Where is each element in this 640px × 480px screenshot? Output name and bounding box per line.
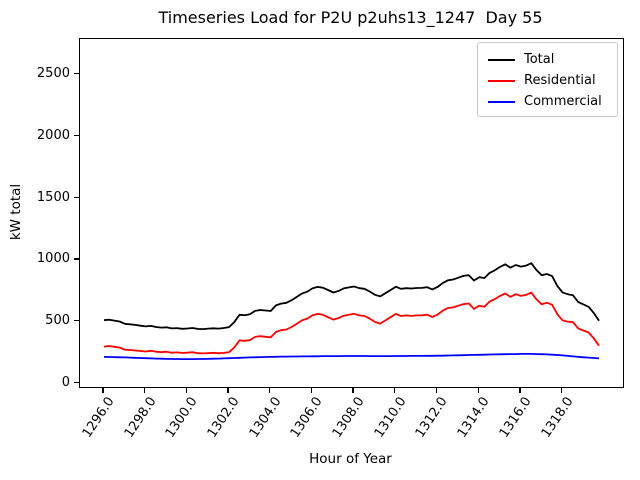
- x-tick-mark: [185, 387, 187, 393]
- y-tick-mark: [74, 73, 79, 75]
- curve-commercial: [103, 352, 600, 361]
- x-tick-label: 1300.0: [163, 394, 201, 441]
- y-tick-label: 1500: [36, 189, 70, 205]
- legend-line-icon: [488, 100, 515, 103]
- legend-label: Total: [524, 52, 555, 67]
- x-tick-label: 1304.0: [246, 394, 285, 441]
- chart-title: Timeseries Load for P2U p2uhs13_1247 Day…: [158, 8, 543, 27]
- x-tick-label: 1314.0: [454, 394, 493, 441]
- x-tick-mark: [352, 387, 354, 393]
- y-tick-label: 1000: [36, 251, 70, 267]
- x-tick-label: 1308.0: [329, 394, 368, 441]
- y-tick-mark: [74, 196, 79, 198]
- legend-label: Commercial: [524, 94, 602, 109]
- x-tick-mark: [394, 387, 396, 393]
- y-tick-label: 0: [61, 374, 70, 390]
- x-tick-mark: [144, 387, 146, 393]
- x-tick-label: 1302.0: [204, 394, 243, 441]
- legend: Total Residential Commercial: [477, 42, 618, 117]
- x-tick-mark: [477, 387, 479, 393]
- legend-entry-total: Total: [478, 49, 617, 70]
- x-tick-mark: [269, 387, 271, 393]
- x-tick-label: 1310.0: [371, 394, 410, 441]
- legend-line-icon: [488, 79, 515, 82]
- x-axis-label: Hour of Year: [309, 451, 392, 467]
- y-tick-mark: [74, 381, 79, 383]
- x-tick-mark: [560, 387, 563, 393]
- x-tick-mark: [310, 387, 313, 393]
- x-tick-label: 1298.0: [121, 394, 160, 441]
- x-tick-label: 1296.0: [79, 394, 118, 441]
- y-tick-label: 2000: [36, 127, 70, 143]
- y-axis-label: kW total: [8, 183, 24, 241]
- x-tick-mark: [102, 387, 104, 393]
- plot-canvas: [103, 262, 600, 361]
- y-tick-label: 500: [45, 313, 70, 329]
- x-tick-label: 1318.0: [538, 394, 577, 441]
- y-tick-mark: [74, 134, 79, 137]
- legend-label: Residential: [524, 73, 596, 88]
- x-tick-label: 1312.0: [413, 394, 452, 441]
- x-tick-label: 1316.0: [496, 394, 535, 441]
- curve-total: [103, 262, 600, 331]
- legend-entry-residential: Residential: [478, 70, 617, 91]
- curve-residential: [103, 291, 600, 355]
- x-tick-mark: [227, 387, 229, 393]
- y-tick-mark: [74, 258, 79, 260]
- legend-entry-commercial: Commercial: [478, 91, 617, 112]
- x-tick-mark: [435, 387, 438, 393]
- legend-line-icon: [488, 58, 515, 61]
- x-tick-mark: [519, 387, 521, 393]
- y-tick-mark: [74, 319, 79, 322]
- y-tick-label: 2500: [36, 66, 70, 82]
- x-tick-label: 1306.0: [288, 394, 327, 441]
